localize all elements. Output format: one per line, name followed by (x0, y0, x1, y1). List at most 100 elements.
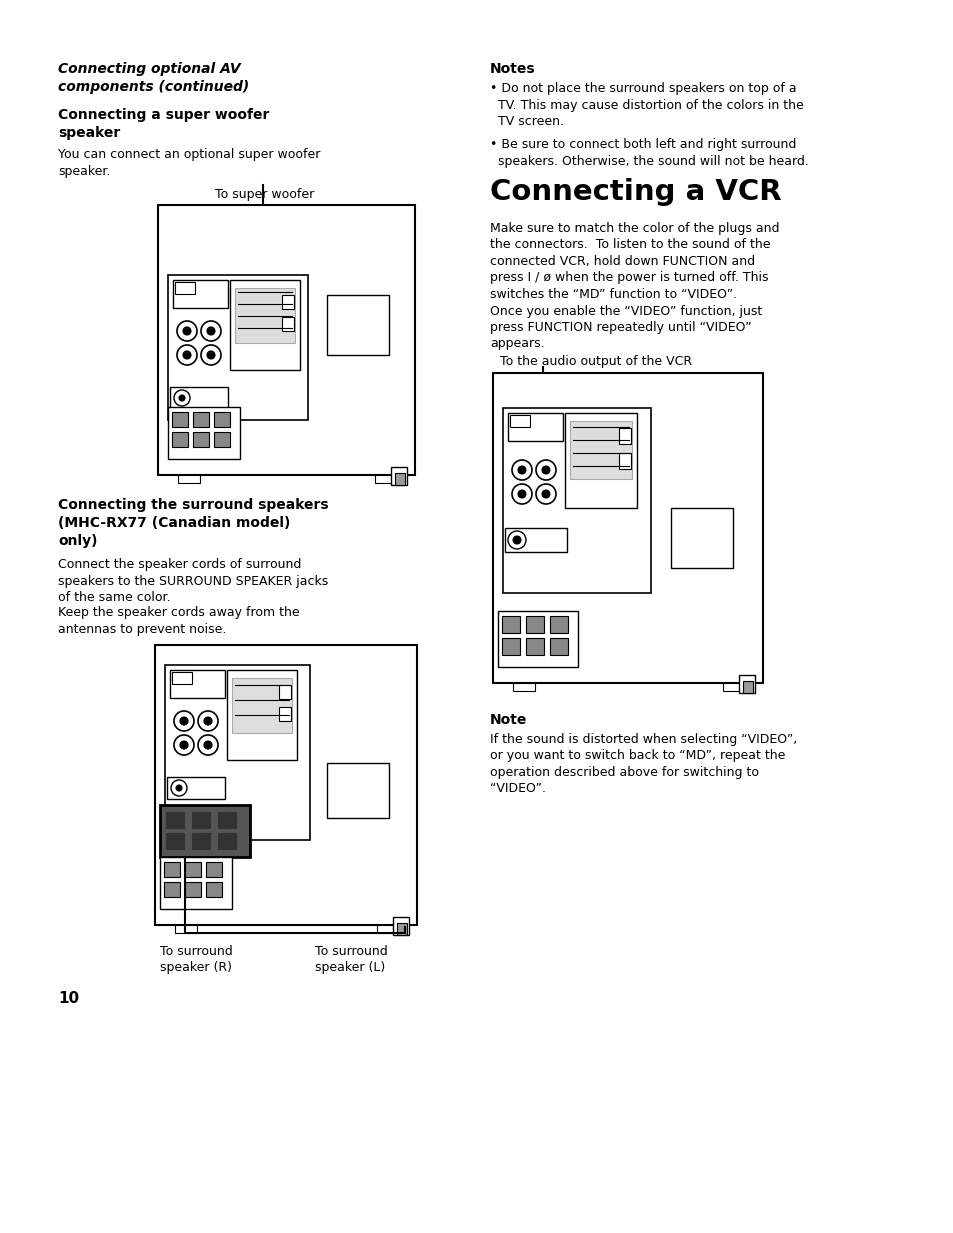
Circle shape (204, 741, 212, 748)
Bar (164, 862, 180, 877)
Bar (213, 412, 230, 427)
Bar (185, 882, 201, 896)
Bar (504, 528, 566, 552)
Text: Keep the speaker cords away from the
antennas to prevent noise.: Keep the speaker cords away from the ant… (58, 605, 299, 635)
Bar (550, 616, 567, 633)
Circle shape (536, 460, 556, 480)
Text: • Do not place the surround speakers on top of a
  TV. This may cause distortion: • Do not place the surround speakers on … (490, 83, 803, 128)
Circle shape (513, 536, 520, 544)
Text: • Be sure to connect both left and right surround
  speakers. Otherwise, the sou: • Be sure to connect both left and right… (490, 138, 808, 168)
Bar (670, 508, 732, 568)
Bar (739, 674, 754, 693)
Bar (168, 275, 308, 420)
Bar (550, 637, 567, 655)
Bar (166, 813, 184, 829)
Circle shape (541, 490, 550, 498)
Bar (172, 412, 188, 427)
Bar (525, 616, 543, 633)
Bar (170, 670, 225, 698)
Circle shape (173, 390, 190, 406)
Bar (227, 670, 296, 760)
Bar (564, 413, 637, 508)
Circle shape (175, 785, 182, 792)
Bar (327, 295, 389, 355)
Circle shape (512, 485, 532, 504)
Circle shape (201, 345, 221, 365)
Bar (160, 805, 250, 857)
Text: Connect the speaker cords of surround
speakers to the SURROUND SPEAKER jacks
of : Connect the speaker cords of surround sp… (58, 559, 328, 604)
Text: To surround
speaker (R): To surround speaker (R) (160, 944, 233, 974)
Circle shape (512, 460, 532, 480)
Circle shape (177, 321, 196, 342)
Text: Connecting a VCR: Connecting a VCR (490, 178, 781, 206)
Circle shape (201, 321, 221, 342)
Bar (569, 420, 631, 478)
Text: 10: 10 (58, 991, 79, 1006)
Bar (510, 416, 530, 427)
Text: Connecting a super woofer
speaker: Connecting a super woofer speaker (58, 109, 269, 139)
Bar (192, 813, 210, 829)
Bar (192, 834, 210, 850)
Text: You can connect an optional super woofer
speaker.: You can connect an optional super woofer… (58, 148, 320, 178)
Bar (282, 317, 294, 330)
Bar (618, 453, 630, 469)
Bar (513, 683, 535, 690)
Circle shape (507, 531, 525, 549)
Bar (193, 432, 209, 448)
Circle shape (171, 780, 187, 797)
Circle shape (179, 395, 185, 401)
Bar (178, 475, 200, 483)
Circle shape (536, 485, 556, 504)
Bar (493, 374, 762, 683)
Bar (618, 428, 630, 444)
Bar (218, 834, 235, 850)
Circle shape (183, 327, 191, 335)
Bar (742, 681, 752, 693)
Bar (206, 862, 222, 877)
Circle shape (198, 735, 218, 755)
Bar (160, 857, 232, 909)
Bar (232, 678, 292, 732)
Circle shape (177, 345, 196, 365)
Bar (507, 413, 562, 441)
Bar (172, 432, 188, 448)
Bar (154, 645, 416, 925)
Circle shape (207, 327, 214, 335)
Bar (391, 467, 407, 485)
Circle shape (207, 351, 214, 359)
Circle shape (198, 711, 218, 731)
Text: Notes: Notes (490, 62, 535, 76)
Text: To super woofer: To super woofer (214, 187, 314, 201)
Bar (158, 205, 415, 475)
Circle shape (517, 490, 525, 498)
Bar (396, 924, 407, 935)
Bar (166, 834, 184, 850)
Circle shape (180, 718, 188, 725)
Bar (206, 882, 222, 896)
Bar (234, 289, 294, 343)
Bar (172, 672, 192, 684)
Text: Make sure to match the color of the plugs and
the connectors.  To listen to the : Make sure to match the color of the plug… (490, 222, 779, 350)
Circle shape (173, 735, 193, 755)
Circle shape (517, 466, 525, 473)
Bar (327, 763, 389, 817)
Bar (230, 280, 299, 370)
Bar (278, 707, 291, 721)
Bar (501, 637, 519, 655)
Bar (218, 813, 235, 829)
Bar (282, 295, 294, 309)
Circle shape (173, 711, 193, 731)
Bar (722, 683, 744, 690)
Bar (497, 612, 578, 667)
Text: To the audio output of the VCR: To the audio output of the VCR (499, 355, 691, 367)
Bar (168, 407, 240, 459)
Bar (393, 917, 409, 935)
Bar (174, 925, 196, 933)
Circle shape (180, 741, 188, 748)
Bar (502, 408, 650, 593)
Bar (164, 882, 180, 896)
Text: Connecting optional AV
components (continued): Connecting optional AV components (conti… (58, 62, 249, 94)
Text: To surround
speaker (L): To surround speaker (L) (314, 944, 387, 974)
Bar (501, 616, 519, 633)
Bar (376, 925, 398, 933)
